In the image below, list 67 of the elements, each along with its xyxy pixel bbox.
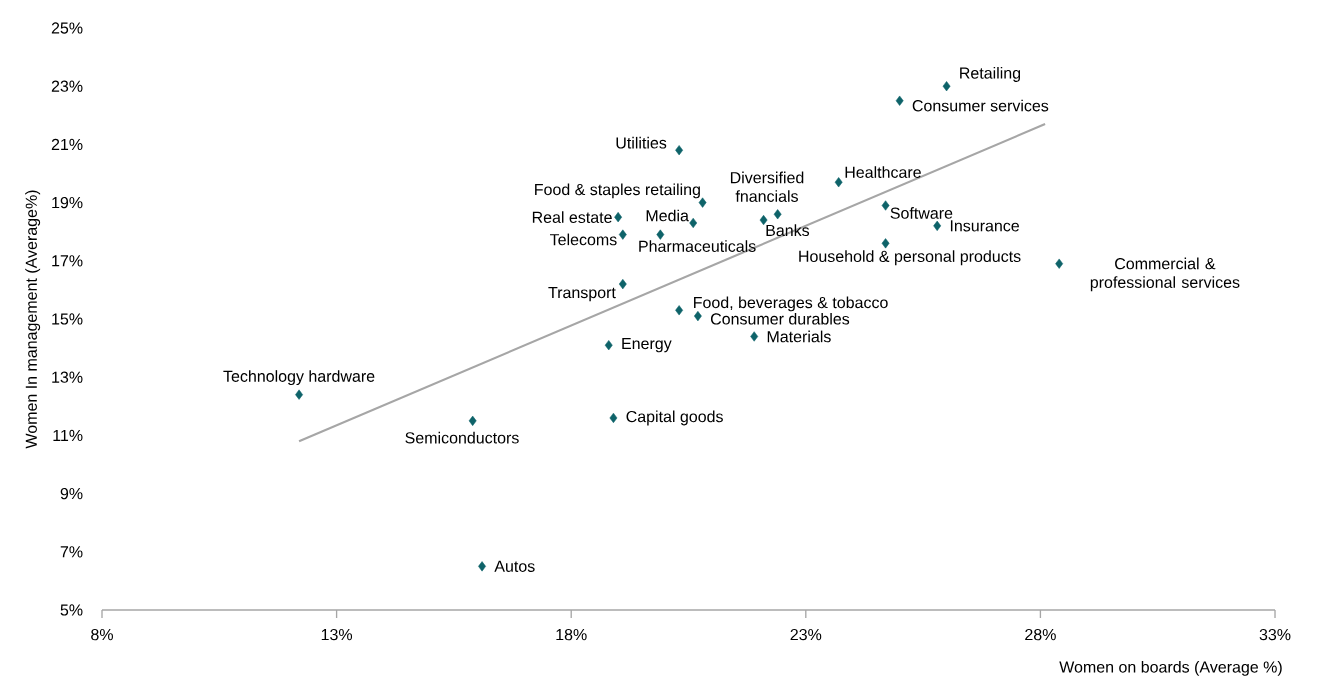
point [656, 229, 665, 240]
point [759, 214, 768, 226]
point [895, 95, 904, 106]
point [881, 200, 890, 211]
point [694, 311, 702, 322]
annotation: Retailing [960, 67, 1021, 82]
annotation: Media [646, 209, 689, 222]
point [618, 279, 627, 290]
y-tick-label: 25% [51, 22, 83, 34]
point [604, 340, 613, 351]
x-tick-label: 8% [91, 628, 113, 641]
annotation: Healthcare [845, 166, 921, 178]
point [675, 305, 683, 316]
point [773, 209, 782, 220]
point [933, 220, 942, 231]
annotation: Semiconductors [405, 431, 519, 444]
annotation: Commercial & professional services [1090, 257, 1240, 292]
y-tick-label: 9% [60, 487, 83, 500]
point [698, 197, 707, 208]
y-tick-label: 17% [52, 255, 83, 267]
y-tick-label: 23% [51, 80, 83, 92]
y-tick-label: 11% [53, 429, 83, 441]
annotation: Diversified fnancials [730, 171, 804, 202]
point [609, 412, 618, 424]
x-axis-title: Women on boards (Average %) [1059, 660, 1282, 676]
annotation: Household & personal products [799, 250, 1021, 266]
annotation: Real estate [532, 211, 612, 224]
point [942, 81, 951, 92]
annotation: Banks [766, 224, 810, 237]
y-tick-label: 15% [52, 313, 83, 325]
y-tick-label: 7% [60, 546, 83, 558]
annotation: Technology hardware [223, 370, 375, 386]
x-tick-label: 33% [1259, 628, 1291, 641]
x-tick-label: 23% [790, 628, 822, 641]
point [675, 145, 683, 156]
point [614, 212, 622, 223]
annotation: Telecoms [550, 233, 617, 246]
point [468, 415, 477, 426]
annotation: Transport [548, 287, 616, 302]
point [618, 229, 627, 240]
y-tick-label: 5% [60, 604, 83, 616]
annotation: Capital goods [626, 410, 723, 426]
annotation: Pharmaceuticals [639, 240, 756, 252]
y-tick-label: 13% [52, 371, 83, 383]
annotation: Food & staples retailing [535, 183, 700, 199]
point [478, 561, 486, 572]
annotation: Energy [622, 338, 672, 353]
y-tick-label: 21% [51, 138, 83, 151]
x-tick-label: 28% [1025, 628, 1056, 641]
annotation: Consumer services [912, 99, 1049, 112]
annotation: Software [890, 207, 953, 219]
point [1055, 258, 1064, 269]
annotation: Insurance [950, 220, 1019, 232]
point [689, 217, 698, 229]
y-tick-label: 19% [52, 196, 83, 209]
annotation: Autos [494, 560, 535, 572]
annotation: Utilities [616, 136, 667, 149]
annotation: Food, beverages & tobacco [694, 296, 888, 312]
point [750, 331, 759, 342]
annotation: Materials [767, 330, 831, 343]
x-tick-label: 18% [556, 628, 587, 641]
annotation: Consumer durables [710, 312, 850, 325]
point [881, 238, 890, 249]
y-axis-title: Women In management (Average%) [25, 190, 41, 449]
point [834, 177, 843, 188]
x-tick-label: 13% [321, 628, 353, 641]
point [295, 389, 303, 400]
